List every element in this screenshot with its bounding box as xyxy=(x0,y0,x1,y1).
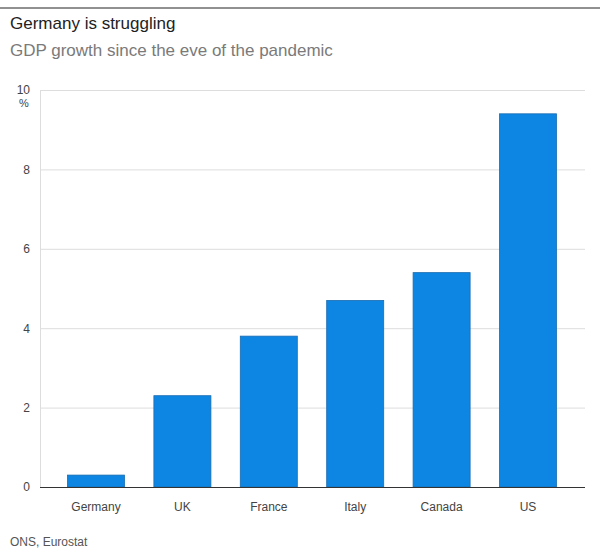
y-tick-label: 2 xyxy=(23,401,30,415)
x-tick-label: France xyxy=(250,500,288,514)
x-axis: Germany UK France Italy Canada US xyxy=(53,487,571,514)
bar xyxy=(413,273,470,487)
bar xyxy=(499,114,556,487)
y-tick-label: 10 xyxy=(17,83,31,97)
y-axis-line xyxy=(41,91,586,488)
y-tick: 10 xyxy=(17,83,585,97)
x-tick: UK xyxy=(174,487,191,514)
bar xyxy=(67,475,124,487)
bar xyxy=(240,336,297,487)
chart: Germany is struggling GDP growth since th… xyxy=(0,0,600,557)
bars xyxy=(67,114,556,487)
y-axis-label: % xyxy=(19,97,29,109)
x-tick-label: Canada xyxy=(421,500,463,514)
x-tick: Italy xyxy=(344,487,366,514)
y-tick-label: 4 xyxy=(23,322,30,336)
bar xyxy=(154,396,211,487)
x-tick: Canada xyxy=(421,487,463,514)
subtitle: GDP growth since the eve of the pandemic xyxy=(10,41,333,60)
x-tick: US xyxy=(520,487,537,514)
x-tick-label: US xyxy=(520,500,537,514)
title: Germany is struggling xyxy=(10,14,175,33)
x-tick: France xyxy=(250,487,288,514)
x-axis-line xyxy=(53,487,571,488)
x-tick-label: Germany xyxy=(71,500,120,514)
x-tick-label: Italy xyxy=(344,500,366,514)
y-tick-label: 8 xyxy=(23,163,30,177)
grid-line xyxy=(40,90,585,91)
x-tick-label: UK xyxy=(174,500,191,514)
y-tick-label: 0 xyxy=(23,480,30,494)
top-rule xyxy=(0,8,600,9)
y-tick-label: 6 xyxy=(23,242,30,256)
bar xyxy=(327,300,384,487)
source: ONS, Eurostat xyxy=(10,535,88,549)
y-axis: 0 2 4 6 8 10 xyxy=(17,83,585,494)
x-tick: Germany xyxy=(71,487,120,514)
grid-line xyxy=(40,487,585,488)
